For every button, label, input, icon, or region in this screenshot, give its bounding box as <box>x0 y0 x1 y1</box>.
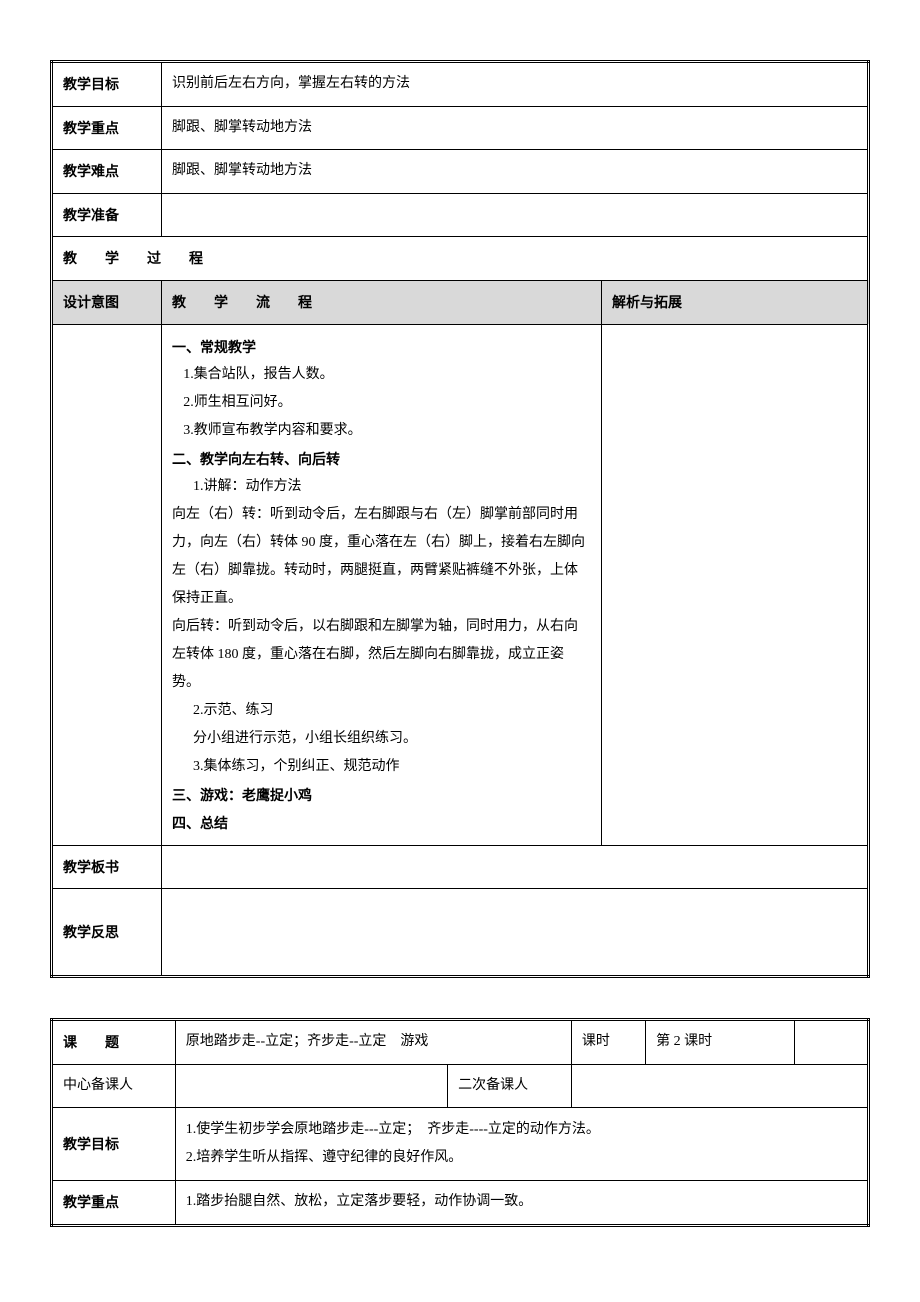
t2-value-main-prep <box>175 1064 447 1108</box>
content-l2c: 分小组进行示范，小组长组织练习。 <box>172 725 591 753</box>
t2-label-focus: 教学重点 <box>52 1181 176 1226</box>
cell-design-content <box>52 324 162 845</box>
content-h1: 一、常规教学 <box>172 333 591 361</box>
content-h4: 四、总结 <box>172 809 591 837</box>
t2-label-second-prep: 二次备课人 <box>448 1064 572 1108</box>
row-subheader: 设计意图 教 学 流 程 解析与拓展 <box>52 280 869 324</box>
t2-value-period: 第 2 课时 <box>646 1020 795 1065</box>
content-l2b: 2.示范、练习 <box>172 697 591 725</box>
lesson-plan-table-2: 课 题 原地踏步走--立定；齐步走--立定 游戏 课时 第 2 课时 中心备课人… <box>50 1018 870 1227</box>
row-content: 一、常规教学 1.集合站队，报告人数。 2.师生相互问好。 3.教师宣布教学内容… <box>52 324 869 845</box>
t2-label-goal: 教学目标 <box>52 1108 176 1181</box>
t2-goal-l1: 1.使学生初步学会原地踏步走---立定； 齐步走----立定的动作方法。 <box>186 1116 857 1144</box>
row-prep: 教学准备 <box>52 193 869 237</box>
row-process-header: 教 学 过 程 <box>52 237 869 281</box>
content-l2a: 1.讲解：动作方法 <box>172 473 591 501</box>
value-focus: 脚跟、脚掌转动地方法 <box>162 106 869 150</box>
row-hard: 教学难点 脚跟、脚掌转动地方法 <box>52 150 869 194</box>
t2-goal-l2: 2.培养学生听从指挥、遵守纪律的良好作风。 <box>186 1144 857 1172</box>
t2-value-goal: 1.使学生初步学会原地踏步走---立定； 齐步走----立定的动作方法。 2.培… <box>175 1108 868 1181</box>
content-h3: 三、游戏：老鹰捉小鸡 <box>172 781 591 809</box>
content-l2d: 3.集体练习，个别纠正、规范动作 <box>172 753 591 781</box>
t2-row-goal: 教学目标 1.使学生初步学会原地踏步走---立定； 齐步走----立定的动作方法… <box>52 1108 869 1181</box>
label-ext: 解析与拓展 <box>602 280 869 324</box>
t2-value-focus: 1.踏步抬腿自然、放松，立定落步要轻，动作协调一致。 <box>175 1181 868 1226</box>
t2-blank1 <box>794 1020 868 1065</box>
t2-label-period: 课时 <box>571 1020 645 1065</box>
row-board: 教学板书 <box>52 845 869 889</box>
t2-label-main-prep: 中心备课人 <box>52 1064 176 1108</box>
content-h2: 二、教学向左右转、向后转 <box>172 445 591 473</box>
value-hard: 脚跟、脚掌转动地方法 <box>162 150 869 194</box>
content-p1: 向左（右）转：听到动令后，左右脚跟与右（左）脚掌前部同时用力，向左（右）转体 9… <box>172 501 591 613</box>
label-goal: 教学目标 <box>52 62 162 107</box>
cell-flow-content: 一、常规教学 1.集合站队，报告人数。 2.师生相互问好。 3.教师宣布教学内容… <box>162 324 602 845</box>
label-flow: 教 学 流 程 <box>162 280 602 324</box>
t2-value-title: 原地踏步走--立定；齐步走--立定 游戏 <box>175 1020 571 1065</box>
label-design: 设计意图 <box>52 280 162 324</box>
row-reflect: 教学反思 <box>52 889 869 977</box>
label-process: 教 学 过 程 <box>52 237 869 281</box>
value-goal: 识别前后左右方向，掌握左右转的方法 <box>162 62 869 107</box>
content-l1c: 3.教师宣布教学内容和要求。 <box>172 417 591 445</box>
cell-ext-content <box>602 324 869 845</box>
t2-row-title: 课 题 原地踏步走--立定；齐步走--立定 游戏 课时 第 2 课时 <box>52 1020 869 1065</box>
label-prep: 教学准备 <box>52 193 162 237</box>
t2-value-second-prep <box>571 1064 868 1108</box>
content-l1a: 1.集合站队，报告人数。 <box>172 361 591 389</box>
label-board: 教学板书 <box>52 845 162 889</box>
value-board <box>162 845 869 889</box>
value-prep <box>162 193 869 237</box>
t2-row-focus: 教学重点 1.踏步抬腿自然、放松，立定落步要轻，动作协调一致。 <box>52 1181 869 1226</box>
t2-row-preparer: 中心备课人 二次备课人 <box>52 1064 869 1108</box>
label-reflect: 教学反思 <box>52 889 162 977</box>
t2-label-title: 课 题 <box>52 1020 176 1065</box>
row-goal: 教学目标 识别前后左右方向，掌握左右转的方法 <box>52 62 869 107</box>
label-hard: 教学难点 <box>52 150 162 194</box>
value-reflect <box>162 889 869 977</box>
row-focus: 教学重点 脚跟、脚掌转动地方法 <box>52 106 869 150</box>
label-focus: 教学重点 <box>52 106 162 150</box>
lesson-plan-table-1: 教学目标 识别前后左右方向，掌握左右转的方法 教学重点 脚跟、脚掌转动地方法 教… <box>50 60 870 978</box>
content-l1b: 2.师生相互问好。 <box>172 389 591 417</box>
content-p2: 向后转：听到动令后，以右脚跟和左脚掌为轴，同时用力，从右向左转体 180 度，重… <box>172 613 591 697</box>
